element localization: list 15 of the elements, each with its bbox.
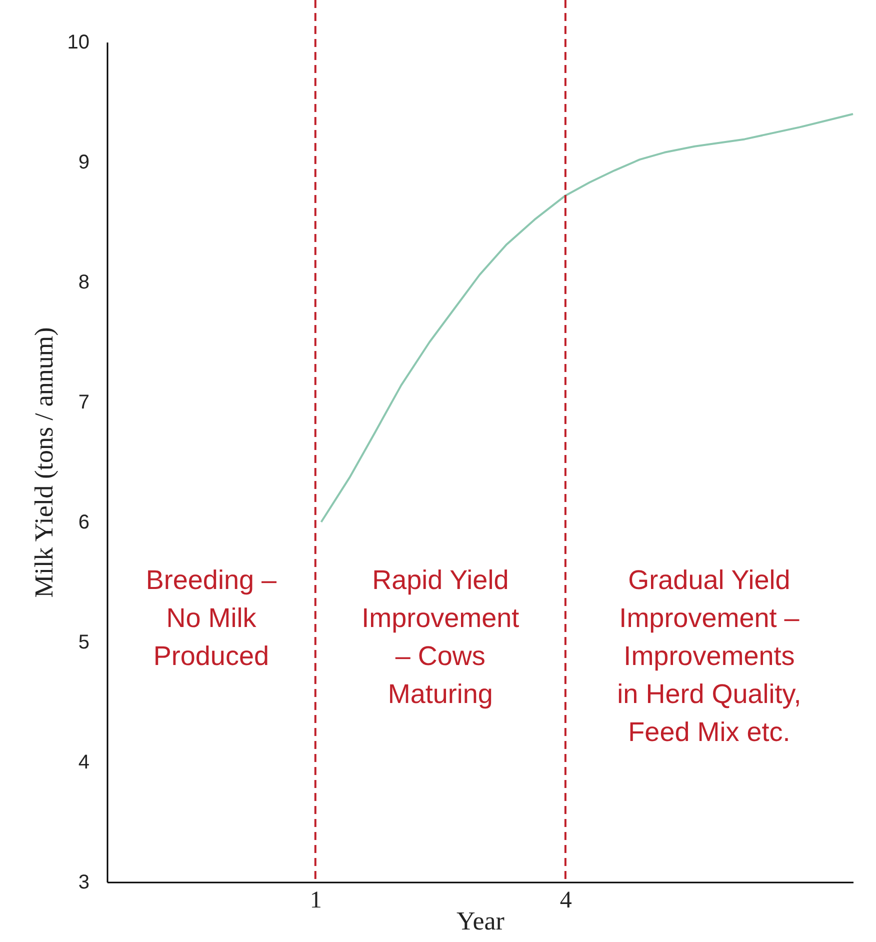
y-axis-title: Milk Yield (tons / annum): [29, 327, 58, 598]
y-tick-label: 5: [78, 632, 90, 654]
y-tick-label: 9: [78, 152, 90, 174]
y-tick-label: 7: [78, 392, 90, 414]
annotation: Gradual Yield Improvement – Improvements in Herd Quality, Feed Mix etc.: [617, 565, 802, 747]
y-tick-label: 3: [78, 872, 90, 894]
x-axis-title: Year: [456, 906, 505, 936]
y-tick-label: 6: [78, 512, 90, 534]
line-series: [320, 113, 854, 523]
y-tick-label: 10: [67, 32, 90, 54]
x-tick-label: 1: [310, 888, 322, 914]
annotation: Breeding – No Milk Produced: [146, 565, 276, 671]
annotation: Rapid Yield Improvement – Cows Maturing: [362, 565, 520, 709]
y-tick-label: 8: [78, 272, 90, 294]
y-tick-label: 4: [78, 752, 90, 774]
